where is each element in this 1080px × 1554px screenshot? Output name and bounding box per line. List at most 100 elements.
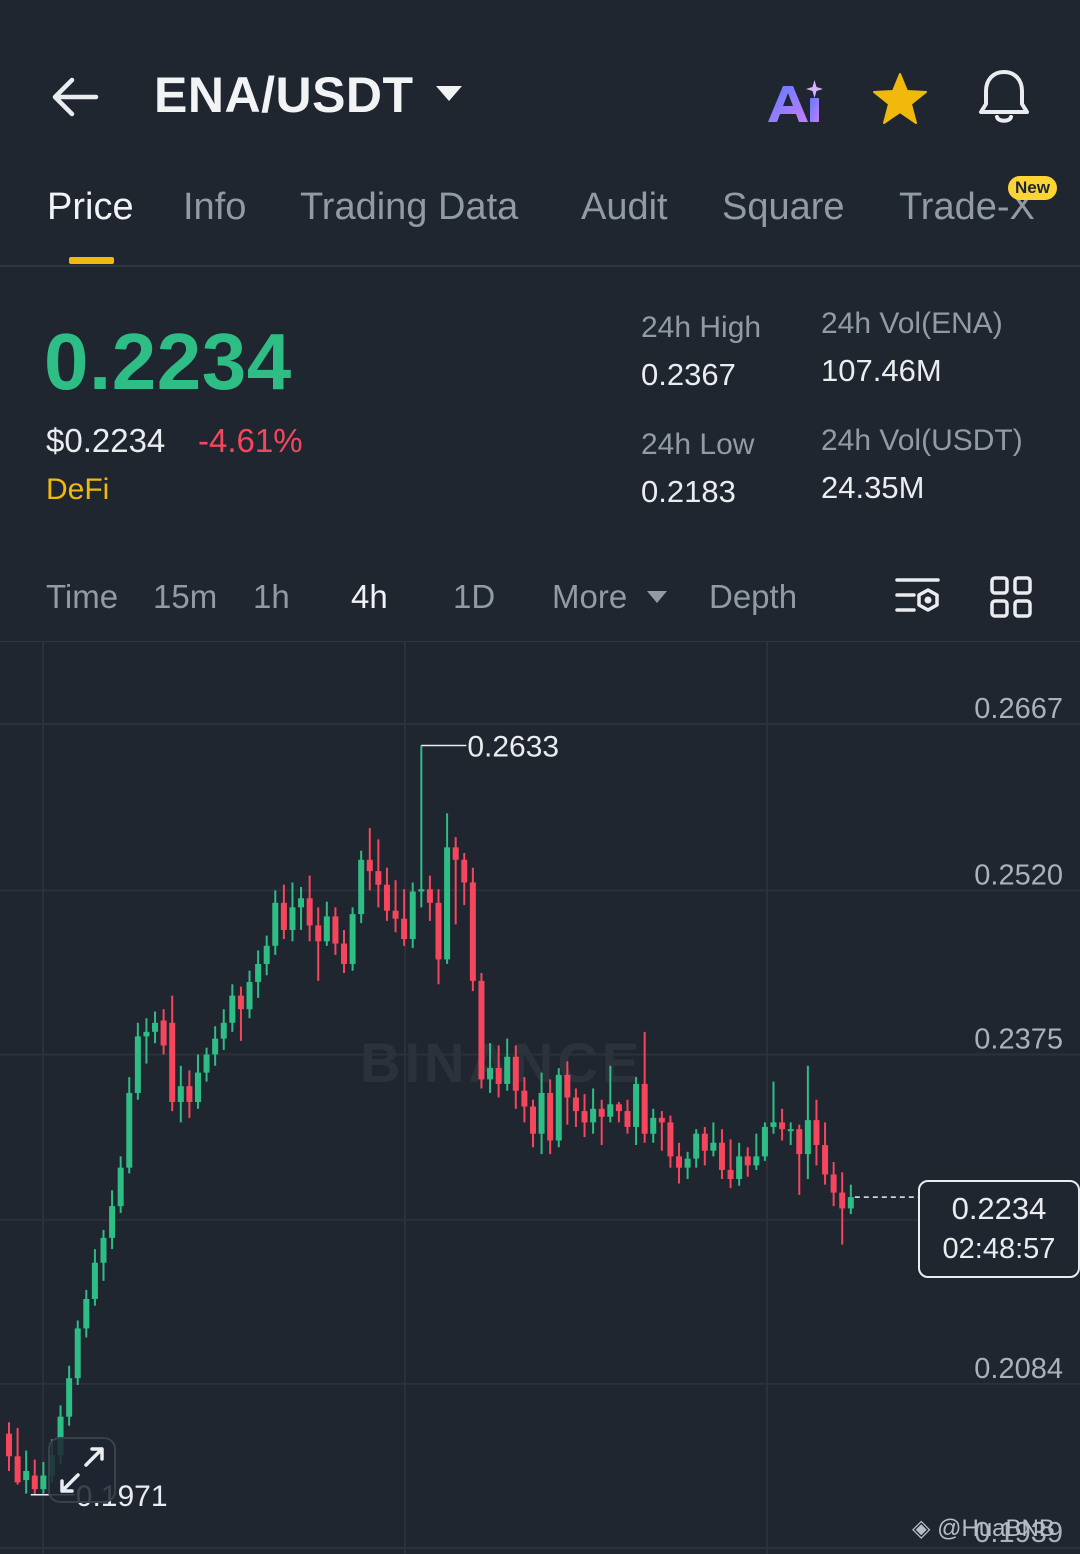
candle-body [572,1097,579,1112]
candle-body [169,1022,176,1103]
bell-icon[interactable] [976,68,1032,126]
candle-body [57,1416,64,1456]
candle-body [598,1108,605,1117]
candle-body [91,1262,98,1299]
candle-body [315,925,322,942]
candle-body [203,1054,210,1073]
candle-body [366,859,373,872]
candle-body [478,980,485,1080]
candle-body [847,1197,854,1209]
candle-body [237,995,244,1010]
candle-body [521,1090,528,1107]
candle-body [615,1104,622,1112]
candle-body [744,1156,751,1166]
price-usd: $0.2234 [46,422,166,459]
candle-body [272,902,279,946]
candle-body [435,902,442,960]
candle-body [693,1133,700,1159]
candle-body [667,1122,674,1157]
candle-body [538,1092,545,1134]
candle-body [212,1038,219,1055]
candle-body [607,1104,614,1117]
candle-body [289,907,296,930]
candle-body [349,914,356,964]
caret-down-icon[interactable] [436,86,462,101]
layout-grid-icon[interactable] [989,575,1033,619]
tf-depth[interactable]: Depth [709,578,798,615]
back-arrow-icon[interactable] [50,74,100,120]
candle-body [813,1120,820,1146]
tf-15m[interactable]: 15m [153,578,218,615]
candle-body [401,918,408,940]
candle-body [418,889,425,892]
high-value: 0.2367 [641,357,736,392]
tab-trading-data[interactable]: Trading Data [300,186,519,228]
indicator-settings-icon[interactable] [894,576,942,618]
candlestick-chart[interactable]: 0.26670.25200.23750.22290.20840.19390.26… [0,642,1080,1554]
candle-body [74,1328,81,1379]
candle-body [263,945,270,964]
candle-body [246,982,253,1010]
candle-body [736,1156,743,1179]
tf-more[interactable]: More [552,578,628,615]
tab-audit[interactable]: Audit [581,186,668,228]
candle-body [529,1106,536,1134]
more-caret-icon [647,591,667,603]
tf-4h[interactable]: 4h [351,578,388,615]
candle-body [186,1086,193,1103]
candle-body [461,859,468,883]
tab-price[interactable]: Price [47,186,134,228]
divider [0,641,1080,642]
candle-body [6,1433,12,1457]
star-icon[interactable] [872,72,928,126]
y-tick-label: 0.2375 [974,1024,1063,1056]
candle-body [109,1206,116,1238]
candle-body [444,847,451,960]
candle-body [684,1158,691,1168]
candle-body [839,1192,846,1209]
tab-square[interactable]: Square [722,186,845,228]
vol-base-label: 24h Vol(ENA) [821,307,1003,340]
candle-body [100,1237,107,1263]
high-label: 24h High [641,311,762,344]
candle-body [624,1111,631,1127]
vol-base-value: 107.46M [821,353,942,388]
max-price-label: 0.2633 [467,730,559,763]
expand-icon[interactable] [48,1437,116,1503]
ai-icon[interactable] [766,76,826,128]
candle-body [761,1126,768,1157]
credit-text: @HuaBNB [937,1515,1055,1542]
candle-body [555,1074,562,1141]
current-price-label: 0.2234 02:48:57 [918,1180,1080,1278]
candle-body [701,1133,708,1151]
y-tick-label: 0.2520 [974,859,1063,891]
binance-diamond-icon: ◈ [912,1515,931,1542]
candle-body [658,1117,665,1123]
candle-body [40,1475,47,1490]
candle-body [796,1129,803,1155]
candle-body [710,1142,717,1151]
candle-body [66,1378,73,1417]
candle-body [220,1022,227,1039]
author-credit: ◈ @HuaBNB [912,1514,1055,1543]
divider [0,265,1080,267]
candle-body [358,859,365,915]
candle-body [160,1020,167,1046]
candle-body [512,1056,519,1091]
candle-body [495,1068,502,1084]
tf-time[interactable]: Time [46,578,119,615]
category-tag[interactable]: DeFi [46,473,110,506]
tf-1h[interactable]: 1h [253,578,290,615]
candle-body [590,1108,597,1123]
candle-countdown: 02:48:57 [942,1233,1056,1265]
new-badge: New [1008,176,1057,200]
candle-body [194,1072,201,1103]
candle-body [650,1117,657,1134]
tf-1d[interactable]: 1D [453,578,496,615]
candle-body [426,889,433,903]
low-value: 0.2183 [641,474,736,509]
tab-info[interactable]: Info [183,186,247,228]
candle-body [332,916,339,944]
y-tick-label: 0.2084 [974,1353,1063,1385]
pair-title[interactable]: ENA/USDT [154,67,414,123]
